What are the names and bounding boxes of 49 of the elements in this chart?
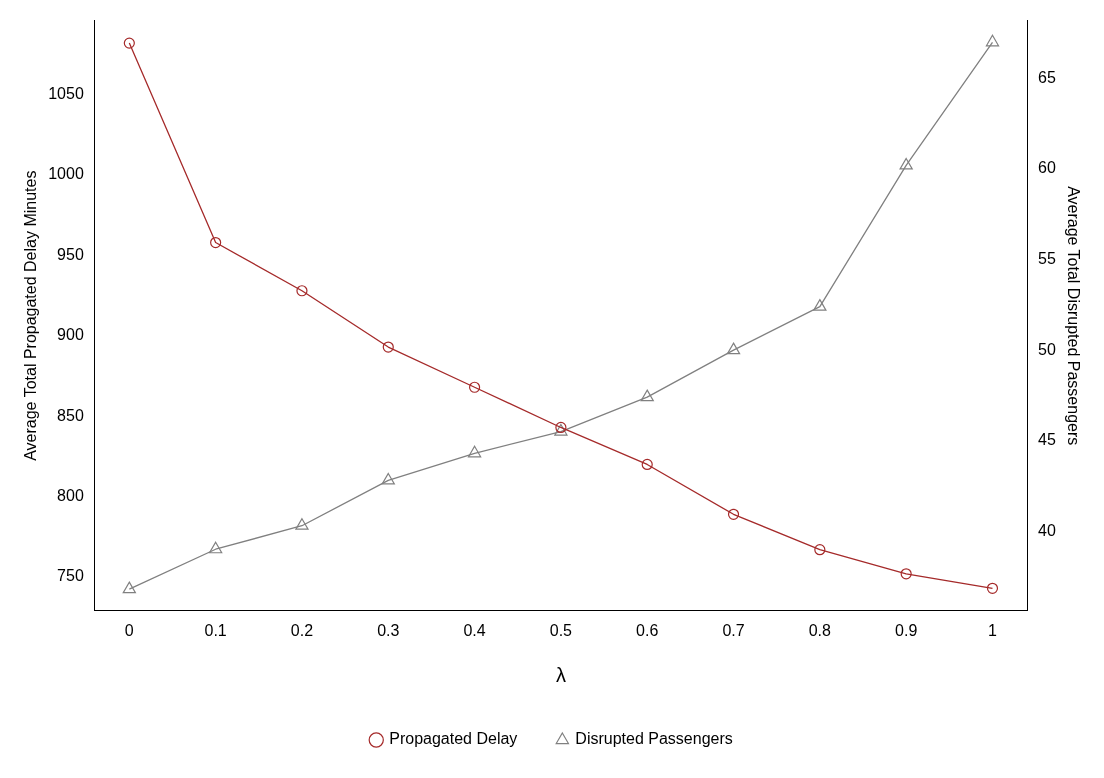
y2-tick-label: 60 (1038, 159, 1056, 177)
y2-tick-label: 50 (1038, 340, 1056, 358)
point (208, 541, 223, 554)
y2-tick-label: 40 (1038, 521, 1056, 539)
y-tick-label: 750 (57, 567, 84, 585)
point (382, 341, 394, 353)
x-tick-label: 0.8 (808, 621, 832, 639)
x-tick-label: 0.5 (549, 621, 573, 639)
point (381, 472, 395, 485)
point (468, 381, 481, 393)
y-tick-label: 850 (57, 406, 84, 424)
point (726, 342, 741, 355)
point (727, 508, 740, 520)
y-tick-label: 800 (57, 487, 84, 505)
y2-axis-title: Average Total Disrupted Passengers (1064, 186, 1082, 446)
x-tick-label: 0.2 (290, 621, 314, 639)
point (813, 299, 827, 311)
x-tick-label: 0 (124, 621, 134, 639)
point (640, 389, 654, 402)
y-tick-label: 1000 (48, 165, 84, 183)
x-axis-title: λ (555, 663, 566, 686)
y-tick-label: 950 (57, 245, 84, 263)
x-tick-label: 0.1 (204, 621, 227, 639)
legend-label: Propagated Delay (389, 730, 518, 748)
y2-tick-label: 65 (1038, 68, 1056, 86)
y-tick-label: 1050 (48, 84, 84, 102)
point (296, 285, 308, 297)
point (900, 568, 912, 580)
point (123, 37, 135, 49)
point (467, 445, 482, 458)
x-tick-label: 0.6 (636, 621, 659, 639)
point (814, 544, 826, 556)
point (122, 581, 136, 594)
y2-tick-label: 45 (1038, 431, 1056, 449)
point (899, 157, 913, 170)
x-tick-label: 0.3 (377, 621, 400, 639)
point (210, 236, 222, 249)
point (985, 34, 1000, 47)
point (295, 518, 309, 530)
x-tick-label: 0.7 (722, 621, 745, 639)
y2-tick-label: 55 (1038, 249, 1056, 267)
y-tick-label: 900 (57, 326, 84, 344)
point (986, 582, 999, 594)
x-tick-label: 1 (988, 621, 998, 639)
y-axis-title: Average Total Propagated Delay Minutes (22, 170, 40, 461)
x-tick-label: 0.9 (895, 621, 918, 639)
legend-label: Disrupted Passengers (575, 730, 733, 748)
x-tick-label: 0.4 (463, 621, 486, 639)
point (641, 458, 653, 471)
